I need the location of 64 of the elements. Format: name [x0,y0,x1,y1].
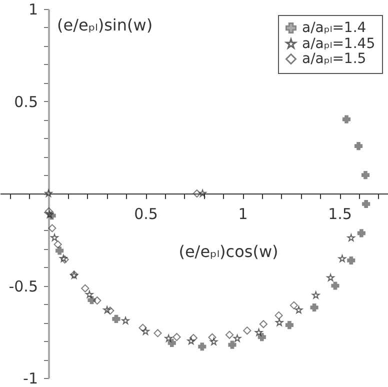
y-axis-title: (e/eₚₗ)sin(w) [57,16,153,34]
x-tick-label: 0.5 [134,205,158,223]
point [93,296,102,305]
point [331,282,340,290]
point [254,328,263,336]
point [233,334,242,342]
point [189,334,198,342]
point [164,334,172,342]
point [192,189,201,198]
point [106,306,114,315]
point [362,200,370,208]
point [44,189,52,197]
point [56,246,64,255]
x-tick-label: 1.5 [328,205,352,223]
point [274,311,283,320]
x-axis-title: (e/eₚₗ)cos(w) [178,242,278,261]
point [276,318,284,326]
point [48,224,56,232]
point [103,306,111,314]
point [243,326,252,335]
point [228,340,236,349]
point [172,333,181,342]
y-tick-label: 0.5 [14,92,38,111]
point [326,274,334,282]
point [168,338,176,347]
legend-label: a/aₚₗ=1.5 [302,51,366,67]
point [285,321,294,330]
point [198,189,206,197]
point [112,314,120,323]
point [347,234,355,242]
point [198,342,206,351]
point [354,142,363,150]
point [225,330,234,339]
point [338,254,346,262]
y-tick-label: -0.5 [8,277,38,296]
point [310,303,318,312]
point [347,256,356,265]
x-tick-label: 1 [238,205,248,223]
legend-label: a/aₚₗ=1.4 [302,20,366,36]
point [208,333,216,342]
point [50,234,58,242]
point [46,210,54,218]
point [187,337,195,344]
point [294,306,303,314]
point [154,329,162,338]
point [290,301,298,310]
point [60,256,69,264]
point [44,207,53,216]
y-tick-label: -1 [23,370,38,387]
point [357,229,366,238]
legend-label: a/aₚₗ=1.45 [302,36,376,52]
point [258,333,266,342]
point [361,171,370,180]
point [259,320,268,328]
point [312,291,320,299]
point [342,115,351,124]
point [210,338,218,346]
point [138,324,147,332]
point [54,240,62,248]
point [81,284,90,292]
point [86,290,94,298]
y-tick-label: 1 [28,0,38,18]
point [122,316,130,324]
point [142,327,150,335]
